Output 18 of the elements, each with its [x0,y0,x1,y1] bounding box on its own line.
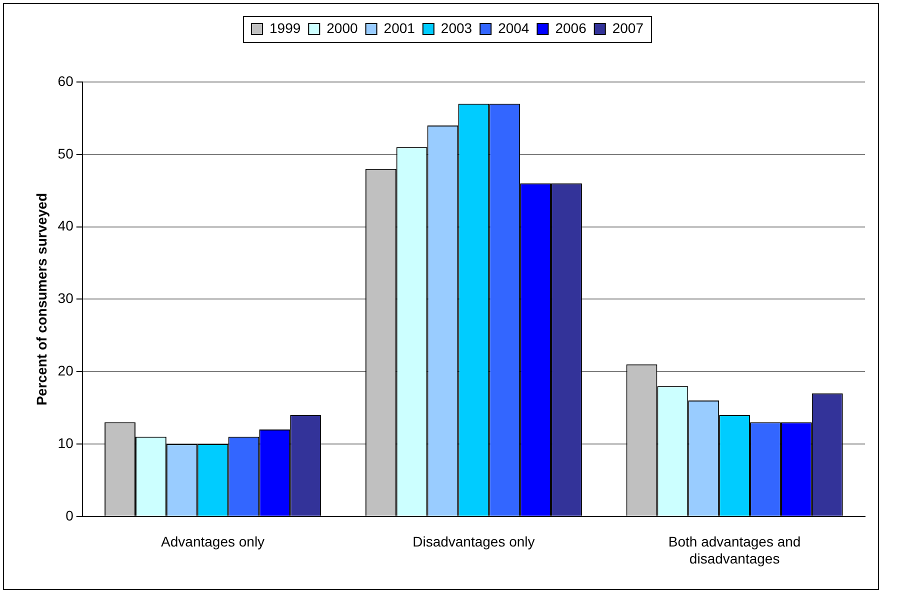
x-tick-label: Both advantages and disadvantages [668,534,801,566]
legend-label: 2004 [498,20,530,36]
legend-label: 2000 [326,20,358,36]
y-tick-label: 40 [58,218,74,234]
y-tick-label: 30 [58,290,74,306]
x-tick-label: Advantages only [161,534,265,550]
legend-label: 2001 [384,20,416,36]
y-tick-label: 60 [58,72,74,89]
legend-label: 2007 [612,20,644,36]
x-tick-label: Disadvantages only [412,534,535,550]
legend-label: 2006 [555,20,587,36]
y-tick-label: 20 [58,362,74,378]
y-axis-title: Percent of consumers surveyed [33,192,50,406]
y-tick-label: 50 [58,145,74,162]
legend-label: 1999 [269,20,301,36]
legend-label: 2003 [440,20,472,36]
y-tick-label: 10 [58,434,74,451]
y-tick-label: 0 [66,507,74,524]
